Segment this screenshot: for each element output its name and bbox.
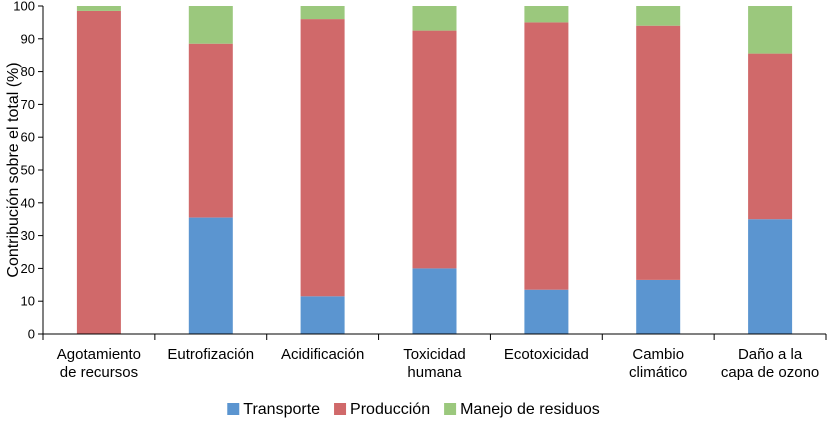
bar-segment-manejo-de-residuos	[188, 6, 233, 44]
x-category-label: Ecotoxicidad	[504, 346, 589, 363]
x-category-label: Acidificación	[281, 346, 364, 363]
y-tick-label: 50	[21, 163, 35, 178]
bar-segment-producci-n	[76, 10, 121, 335]
y-tick-label: 10	[21, 294, 35, 309]
y-tick-label: 60	[21, 130, 35, 145]
x-category-label-line: capa de ozono	[721, 364, 819, 381]
bar-segment-transporte	[524, 289, 569, 334]
bar-segment-producci-n	[412, 30, 457, 269]
x-category-label-line: de recursos	[60, 364, 138, 381]
x-axis: Agotamiento de recursos Eutrofización Acidi…	[42, 333, 827, 381]
x-category-label-line: Eutrofización	[167, 346, 254, 363]
x-category-label: Toxicidad humana	[403, 346, 466, 381]
bar-segment-producci-n	[524, 22, 569, 290]
y-tick-label: 80	[21, 64, 35, 79]
legend-label: Producción	[350, 401, 430, 418]
x-category-label-line: humana	[407, 364, 462, 381]
y-tick-label: 90	[21, 31, 35, 46]
legend-swatch	[444, 403, 457, 415]
bar-segment-producci-n	[748, 53, 793, 220]
y-axis: 0 10 20 30 40 50 60 70 80 90 100	[13, 0, 44, 342]
bars	[76, 6, 793, 335]
bar-segment-producci-n	[188, 43, 233, 218]
x-category-label-line: Acidificación	[281, 346, 364, 363]
bar-segment-transporte	[636, 279, 681, 334]
x-category-label-line: Daño a la	[738, 346, 803, 363]
bar-segment-manejo-de-residuos	[76, 6, 121, 11]
legend-label: Manejo de residuos	[460, 401, 600, 418]
y-tick-label: 70	[21, 97, 35, 112]
bar-segment-manejo-de-residuos	[300, 6, 345, 20]
bar-segment-transporte	[300, 296, 345, 334]
y-axis-title: Contribución sobre el total (%)	[5, 62, 22, 277]
bar-segment-transporte	[748, 219, 793, 334]
x-category-label: Cambio climático	[629, 346, 687, 381]
bar-segment-producci-n	[636, 25, 681, 280]
y-tick-label: 20	[21, 261, 35, 276]
bar-segment-manejo-de-residuos	[412, 6, 457, 31]
bar-segment-manejo-de-residuos	[524, 6, 569, 23]
x-category-label-line: Agotamiento	[57, 346, 141, 363]
x-category-label-line: Ecotoxicidad	[504, 346, 589, 363]
x-category-label: Eutrofización	[167, 346, 254, 363]
legend-swatch	[334, 403, 347, 415]
bar-segment-producci-n	[300, 19, 345, 297]
x-category-label-line: Toxicidad	[403, 346, 466, 363]
bar-segment-transporte	[412, 268, 457, 334]
x-category-label-line: Cambio	[632, 346, 684, 363]
y-tick-label: 40	[21, 195, 35, 210]
y-tick-label: 0	[28, 327, 35, 342]
y-tick-label: 100	[13, 0, 35, 14]
bar-segment-manejo-de-residuos	[748, 6, 793, 54]
bar-segment-transporte	[188, 217, 233, 334]
legend-label: Transporte	[243, 401, 320, 418]
y-tick-label: 30	[21, 228, 35, 243]
x-category-label: Daño a la capa de ozono	[721, 346, 819, 381]
x-category-label: Agotamiento de recursos	[57, 346, 141, 381]
legend-swatch	[227, 403, 240, 415]
bar-segment-manejo-de-residuos	[636, 6, 681, 26]
legend: Transporte Producción Manejo de residuos	[227, 401, 600, 418]
x-category-label-line: climático	[629, 364, 687, 381]
